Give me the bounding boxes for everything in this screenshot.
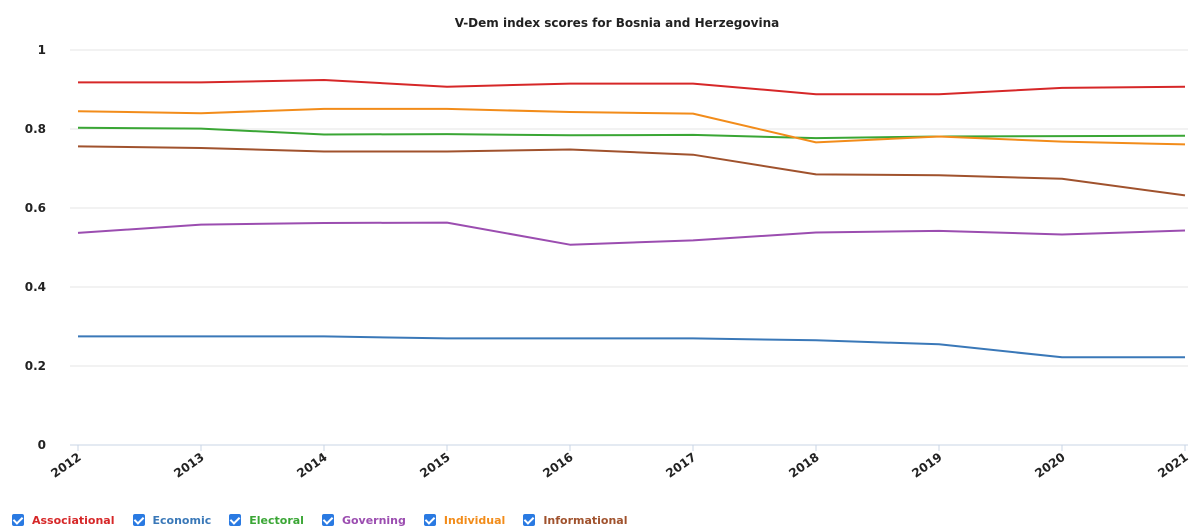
x-tick-label: 2013	[171, 450, 206, 481]
legend-label: Economic	[152, 513, 212, 527]
y-tick-label: 0	[38, 438, 46, 452]
legend-item-associational[interactable]: Associational	[12, 514, 115, 527]
legend-item-governing[interactable]: Governing	[321, 513, 406, 527]
legend-label: Individual	[443, 513, 506, 527]
x-tick-label: 2019	[909, 450, 944, 481]
legend-label: Governing	[341, 513, 406, 527]
legend-label: Informational	[543, 513, 628, 527]
x-axis: 2012 2013 2014 2015 2016 2017 2018 2019 2020 2021	[48, 444, 1190, 481]
legend-label: Associational	[32, 513, 115, 527]
x-tick-label: 2020	[1032, 450, 1067, 481]
series-line-governing	[77, 221, 1186, 246]
legend-item-economic[interactable]: Economic	[132, 513, 212, 527]
x-tick-label: 2012	[48, 450, 83, 481]
x-tick-label: 2015	[417, 450, 452, 481]
x-tick-label: 2017	[663, 450, 698, 481]
x-tick-label: 2018	[786, 450, 821, 481]
checkbox-icon[interactable]	[229, 514, 242, 526]
checkbox-icon[interactable]	[423, 514, 436, 526]
x-tick-label: 2021	[1155, 450, 1190, 481]
x-tick-label: 2014	[294, 450, 329, 481]
series-line-individual	[77, 107, 1186, 146]
x-tick-label: 2016	[540, 450, 575, 481]
legend-label: Electoral	[249, 513, 304, 527]
series-line-electoral	[77, 126, 1186, 140]
legend-item-individual[interactable]: Individual	[423, 513, 506, 527]
legend: Associational Economic Electoral Governing I…	[12, 511, 628, 529]
checkbox-icon[interactable]	[523, 514, 536, 526]
line-chart: V-Dem index scores for Bosnia and Herzeg…	[25, 16, 1190, 481]
y-tick-label: 0.6	[25, 201, 46, 215]
legend-item-informational[interactable]: Informational	[523, 513, 628, 527]
series-line-associational	[78, 79, 1186, 96]
y-tick-label: 0.4	[25, 280, 46, 294]
series-line-informational	[77, 145, 1186, 197]
chart-title: V-Dem index scores for Bosnia and Herzeg…	[455, 16, 779, 30]
checkbox-icon[interactable]	[12, 514, 24, 526]
checkbox-icon[interactable]	[132, 514, 145, 526]
series-lines	[77, 79, 1186, 359]
checkbox-icon[interactable]	[321, 514, 334, 526]
y-axis: 0 0.2 0.4 0.6 0.8 1	[25, 43, 46, 452]
y-tick-label: 1	[38, 43, 46, 57]
series-line-economic	[78, 335, 1185, 359]
legend-item-electoral[interactable]: Electoral	[229, 514, 304, 527]
gridlines	[70, 49, 1188, 367]
y-tick-label: 0.8	[25, 122, 46, 136]
y-tick-label: 0.2	[25, 359, 46, 373]
